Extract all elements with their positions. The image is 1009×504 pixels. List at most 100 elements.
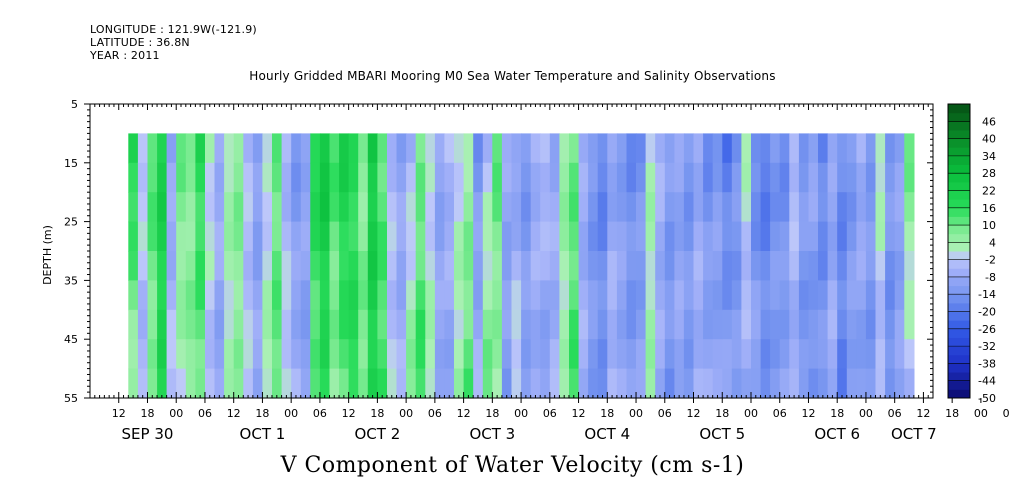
heatmap-cell [358, 339, 369, 370]
heatmap-cell [415, 280, 426, 311]
heatmap-cell [530, 368, 541, 399]
heatmap-cell [511, 162, 522, 193]
heatmap-cell [521, 162, 532, 193]
heatmap-cell [176, 368, 187, 399]
heatmap-cell [319, 221, 331, 252]
heatmap-cell [559, 133, 570, 164]
heatmap-cell [185, 368, 196, 399]
heatmap-cell [147, 221, 158, 252]
heatmap-cell [406, 192, 417, 223]
heatmap-cell [674, 221, 685, 252]
heatmap-cell [252, 368, 264, 399]
heatmap-cell [367, 192, 378, 223]
heatmap-cell [846, 221, 857, 252]
heatmap-cell [233, 192, 244, 223]
heatmap-cell [396, 309, 407, 340]
heatmap-cell [233, 133, 244, 164]
heatmap-cell [875, 309, 886, 340]
heatmap-cell [741, 221, 752, 252]
heatmap-cell [185, 251, 196, 281]
heatmap-cell [808, 221, 819, 252]
heatmap-cell [636, 221, 647, 252]
heatmap-cell [291, 309, 302, 340]
heatmap-cell [454, 192, 465, 223]
heatmap-cell [626, 162, 637, 193]
colorbar-segment [948, 190, 970, 200]
heatmap-cell [818, 339, 829, 370]
heatmap-cell [597, 368, 608, 399]
x-hour-tick-label: 12 [916, 407, 930, 420]
heatmap-cell [559, 221, 570, 252]
heatmap-cell [885, 280, 896, 311]
heatmap-cell [578, 192, 589, 223]
heatmap-cell [703, 368, 714, 399]
heatmap-cell [300, 192, 311, 223]
heatmap-cell [214, 251, 225, 281]
heatmap-cell [137, 251, 149, 281]
heatmap-cell [569, 251, 580, 281]
heatmap-cell [818, 221, 829, 252]
heatmap-cell [377, 251, 388, 281]
heatmap-cell [885, 251, 896, 281]
heatmap-cell [664, 280, 675, 311]
heatmap-cell [329, 339, 340, 370]
heatmap-cell [770, 221, 781, 252]
heatmap-cell [655, 251, 666, 281]
heatmap-cell [636, 339, 647, 370]
heatmap-cell [339, 162, 350, 193]
heatmap-cell [770, 339, 781, 370]
heatmap-cell [798, 339, 810, 370]
heatmap-cell [751, 192, 762, 223]
heatmap-cell [674, 162, 685, 193]
heatmap-cell [195, 309, 206, 340]
heatmap-cell [588, 280, 599, 311]
heatmap-cell [894, 221, 905, 252]
heatmap-cell [195, 162, 206, 193]
heatmap-cell [339, 309, 350, 340]
heatmap-cell [434, 309, 446, 340]
heatmap-cell [827, 133, 838, 164]
heatmap-cell [492, 133, 503, 164]
heatmap-cell [272, 339, 283, 370]
heatmap-cell [712, 162, 723, 193]
heatmap-cell [166, 280, 177, 311]
heatmap-cell [329, 309, 340, 340]
heatmap-cell [636, 133, 647, 164]
heatmap-cell [789, 339, 800, 370]
heatmap-cell [137, 221, 149, 252]
heatmap-cell [837, 309, 848, 340]
heatmap-cell [865, 368, 877, 399]
heatmap-cell [387, 339, 398, 370]
latitude-label: LATITUDE : 36.8N [90, 36, 190, 49]
heatmap-cell [252, 339, 264, 370]
x-hour-tick-label: 18 [485, 407, 499, 420]
heatmap-cell [530, 221, 541, 252]
heatmap-cell [846, 368, 857, 399]
heatmap-cell [377, 339, 388, 370]
colorbar-segment [948, 251, 970, 261]
heatmap-cell [463, 192, 474, 223]
heatmap-cell [751, 280, 762, 311]
heatmap-cell [387, 309, 398, 340]
heatmap-cell [367, 162, 378, 193]
colorbar-label: -20 [978, 306, 996, 319]
colorbar-segment [948, 147, 970, 157]
heatmap-cell [348, 280, 359, 311]
heatmap-cell [655, 309, 666, 340]
heatmap-cell [894, 251, 905, 281]
heatmap-cell [674, 309, 685, 340]
chart-title: Hourly Gridded MBARI Mooring M0 Sea Wate… [249, 69, 776, 83]
heatmap-cell [865, 162, 877, 193]
heatmap-cell [195, 368, 206, 399]
heatmap-cell [310, 221, 321, 252]
heatmap-cell [683, 280, 695, 311]
heatmap-cell [894, 192, 905, 223]
heatmap-cell [885, 162, 896, 193]
heatmap-cell [224, 221, 235, 252]
heatmap-cell [482, 133, 493, 164]
heatmap-cell [511, 251, 522, 281]
heatmap-cell [827, 221, 838, 252]
heatmap-cell [454, 133, 465, 164]
heatmap-cell [559, 339, 570, 370]
heatmap-cell [636, 162, 647, 193]
